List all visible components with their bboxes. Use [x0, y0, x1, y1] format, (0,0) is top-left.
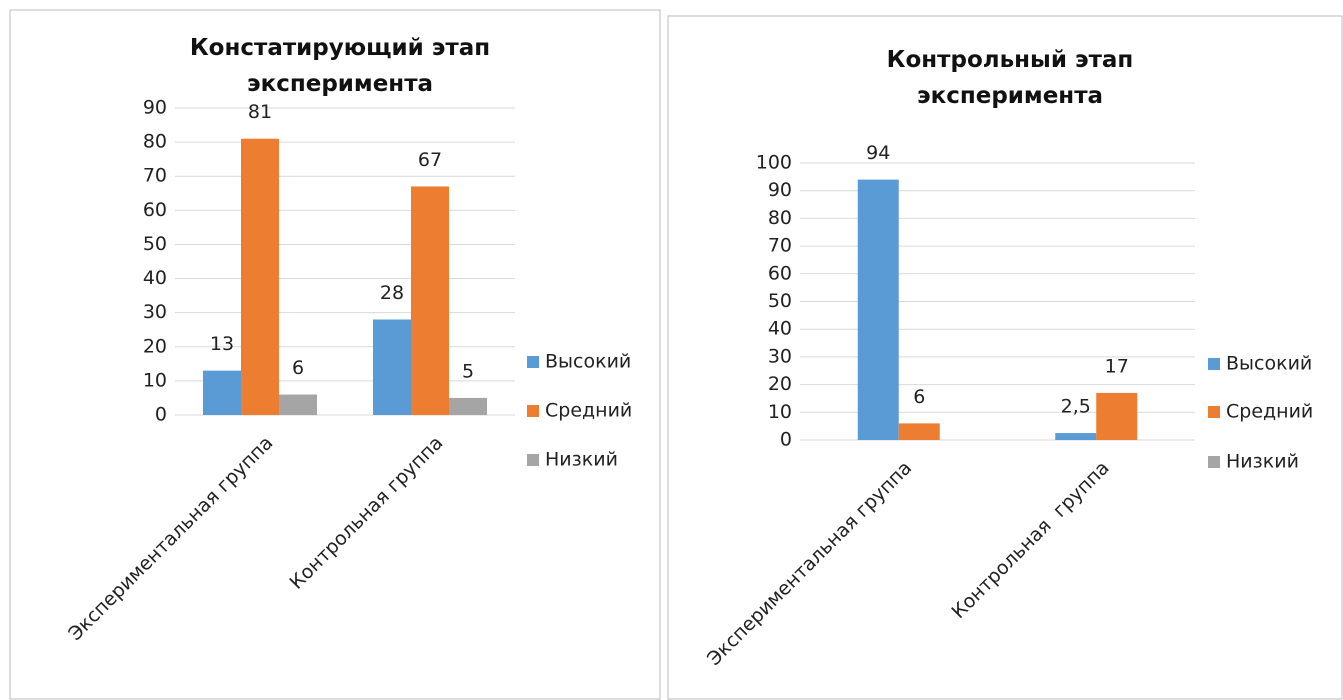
y-tick-label: 50 — [143, 233, 167, 255]
bar — [203, 370, 241, 415]
y-tick-label: 30 — [768, 345, 792, 367]
data-label: 13 — [210, 333, 234, 355]
bar — [857, 179, 899, 440]
y-tick-label: 40 — [768, 318, 792, 340]
chart-title: Контрольный этап эксперимента — [886, 47, 1134, 109]
bar — [449, 397, 487, 415]
y-tick-label: 100 — [756, 152, 792, 174]
data-label: 6 — [292, 357, 304, 379]
data-label: 28 — [380, 282, 404, 304]
chart-title: Констатирующий этап эксперимента — [189, 35, 491, 97]
legend-label: Высокий — [1226, 353, 1312, 375]
bar — [373, 319, 411, 415]
data-label: 81 — [248, 101, 272, 123]
y-tick-label: 0 — [780, 429, 792, 451]
bar — [1096, 392, 1138, 440]
y-tick-label: 0 — [155, 404, 167, 426]
legend-swatch — [527, 405, 539, 417]
y-tick-label: 20 — [143, 335, 167, 357]
bar — [898, 423, 940, 440]
y-tick-label: 60 — [768, 262, 792, 284]
bar — [1055, 433, 1097, 440]
data-label: 17 — [1105, 355, 1129, 377]
x-tick-label: Экспериментальная группа — [703, 457, 916, 670]
chart-frame — [9, 9, 661, 700]
y-tick-label: 70 — [768, 235, 792, 257]
bar — [241, 138, 279, 415]
bar — [279, 394, 317, 415]
legend-swatch — [527, 356, 539, 368]
data-label: 67 — [418, 149, 442, 171]
legend-label: Высокий — [545, 351, 631, 373]
data-label: 94 — [866, 142, 890, 164]
legend-swatch — [527, 454, 539, 466]
y-tick-label: 20 — [768, 373, 792, 395]
legend-label: Низкий — [1226, 451, 1299, 473]
data-label: 2,5 — [1061, 396, 1091, 418]
data-label: 5 — [462, 360, 474, 382]
legend-label: Средний — [545, 400, 632, 422]
x-tick-label: Контрольная группа — [286, 432, 448, 594]
y-tick-label: 10 — [768, 401, 792, 423]
y-tick-label: 40 — [143, 267, 167, 289]
legend-swatch — [1208, 358, 1220, 370]
y-tick-label: 90 — [143, 97, 167, 119]
y-tick-label: 10 — [143, 369, 167, 391]
y-tick-label: 70 — [143, 165, 167, 187]
legend-label: Средний — [1226, 401, 1313, 423]
x-tick-label: Контрольная группа — [948, 457, 1114, 623]
legend-label: Низкий — [545, 449, 618, 471]
y-tick-label: 50 — [768, 290, 792, 312]
bar — [411, 186, 449, 415]
data-label: 6 — [913, 386, 925, 408]
legend-swatch — [1208, 406, 1220, 418]
y-tick-label: 60 — [143, 199, 167, 221]
chart-frame — [667, 15, 1343, 700]
y-tick-label: 80 — [768, 207, 792, 229]
y-tick-label: 80 — [143, 131, 167, 153]
y-tick-label: 90 — [768, 179, 792, 201]
x-tick-label: Экспериментальная группа — [64, 432, 277, 645]
legend-swatch — [1208, 456, 1220, 468]
y-tick-label: 30 — [143, 301, 167, 323]
